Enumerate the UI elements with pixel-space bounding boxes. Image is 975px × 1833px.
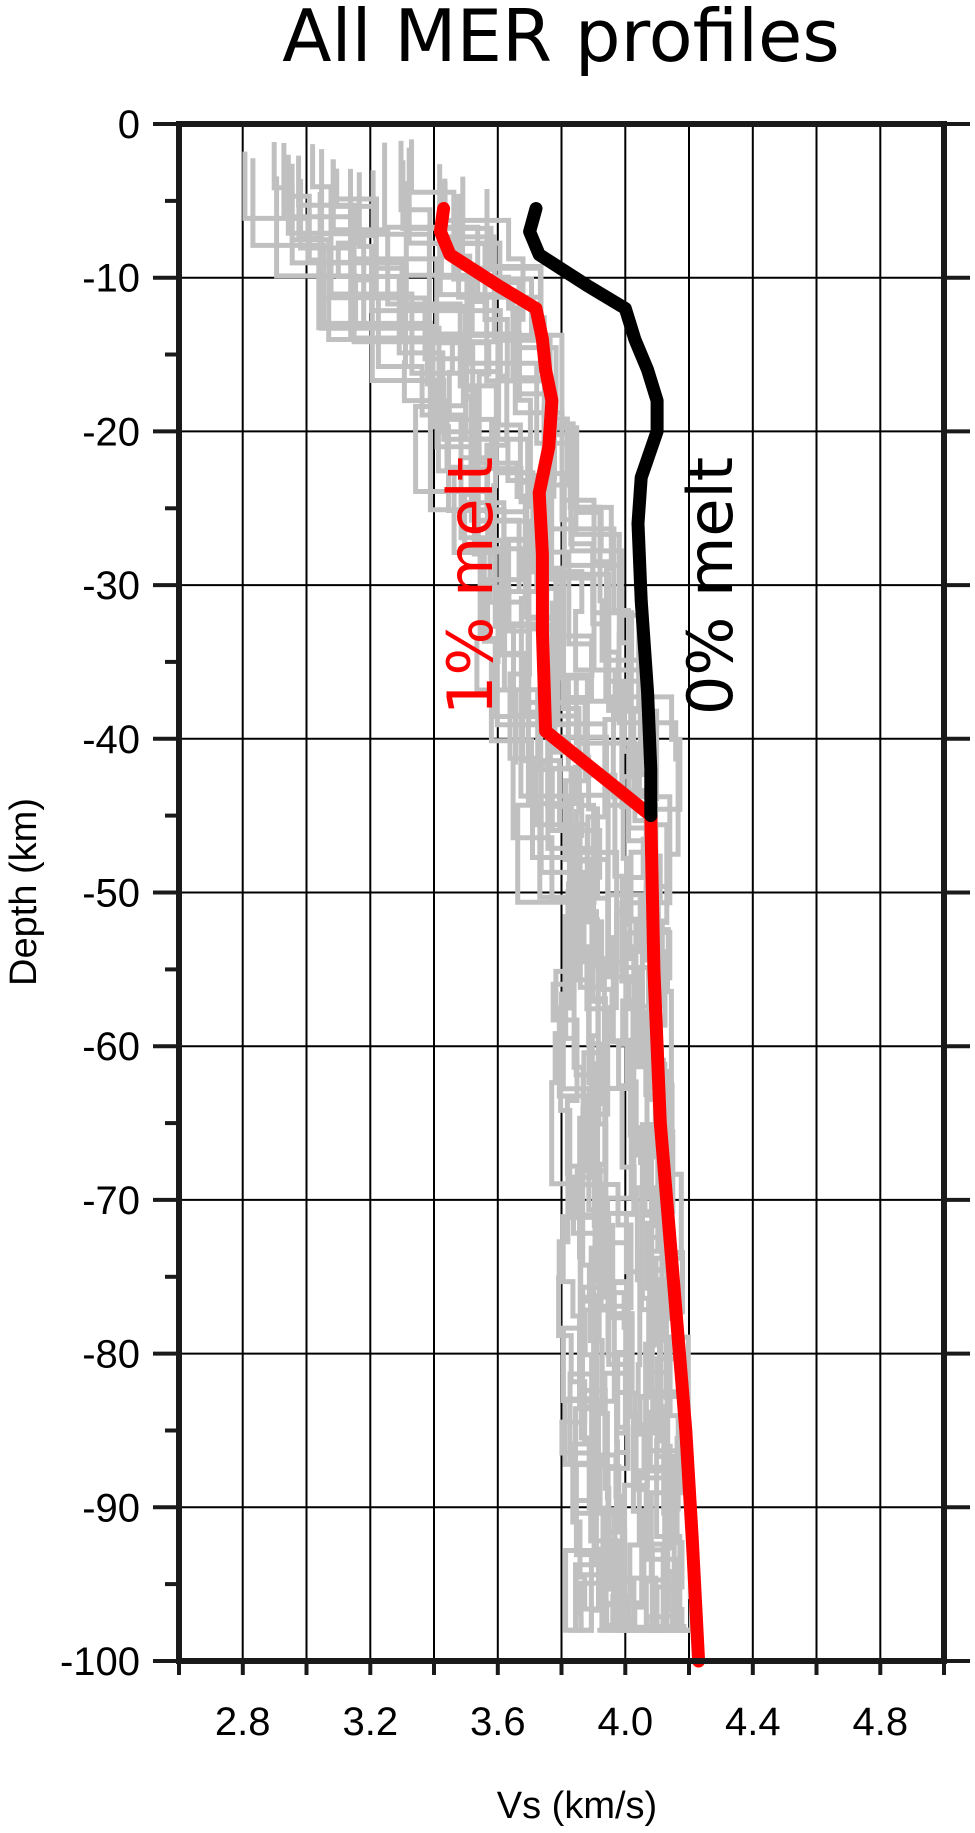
x-axis-label: Vs (km/s) xyxy=(497,1785,657,1827)
x-tick-label: 3.2 xyxy=(342,1700,398,1744)
y-tick-label: -30 xyxy=(82,564,140,608)
mer-profile-line xyxy=(442,178,688,1633)
x-tick-label: 4.4 xyxy=(725,1700,781,1744)
mer-profile-line xyxy=(317,192,617,1633)
x-tick-label: 4.8 xyxy=(852,1700,908,1744)
mer-profile-line xyxy=(356,172,649,1633)
series-line-0pct-melt xyxy=(523,202,664,823)
mer-profile-line xyxy=(400,160,677,1633)
x-tick-labels: 2.8 3.2 3.6 4.0 4.4 4.8 xyxy=(215,1700,908,1744)
x-tick-label: 3.6 xyxy=(470,1700,526,1744)
series-label-0pct-melt: 0% melt xyxy=(674,457,747,715)
y-tick-label: -10 xyxy=(82,257,140,301)
y-tick-labels: 0 -10 -20 -30 -40 -50 -60 -70 -80 -90 -100 xyxy=(60,103,140,1684)
x-tick-label: 4.0 xyxy=(597,1700,653,1744)
y-axis-label: Depth (km) xyxy=(3,798,45,986)
melt-series xyxy=(433,202,706,1668)
y-tick-label: -50 xyxy=(82,872,140,916)
mer-profiles xyxy=(242,139,702,1633)
y-tick-label: -60 xyxy=(82,1025,140,1069)
axis-ticks xyxy=(153,122,970,1675)
series-label-1pct-melt: 1% melt xyxy=(434,457,507,715)
x-tick-label: 2.8 xyxy=(215,1700,271,1744)
y-tick-label: -40 xyxy=(82,718,140,762)
mer-profile-line xyxy=(330,159,636,1633)
y-tick-label: -70 xyxy=(82,1179,140,1223)
y-tick-label: -90 xyxy=(82,1486,140,1530)
mer-profile-line xyxy=(288,164,618,1633)
chart-title: All MER profiles xyxy=(282,0,840,78)
mer-profile-line xyxy=(296,185,601,1633)
y-tick-label: -100 xyxy=(60,1640,140,1684)
y-tick-label: -20 xyxy=(82,410,140,454)
series-line-1pct-melt xyxy=(433,202,706,1668)
y-tick-label: 0 xyxy=(118,103,140,147)
mer-profile-line xyxy=(296,155,632,1633)
y-tick-label: -80 xyxy=(82,1333,140,1377)
